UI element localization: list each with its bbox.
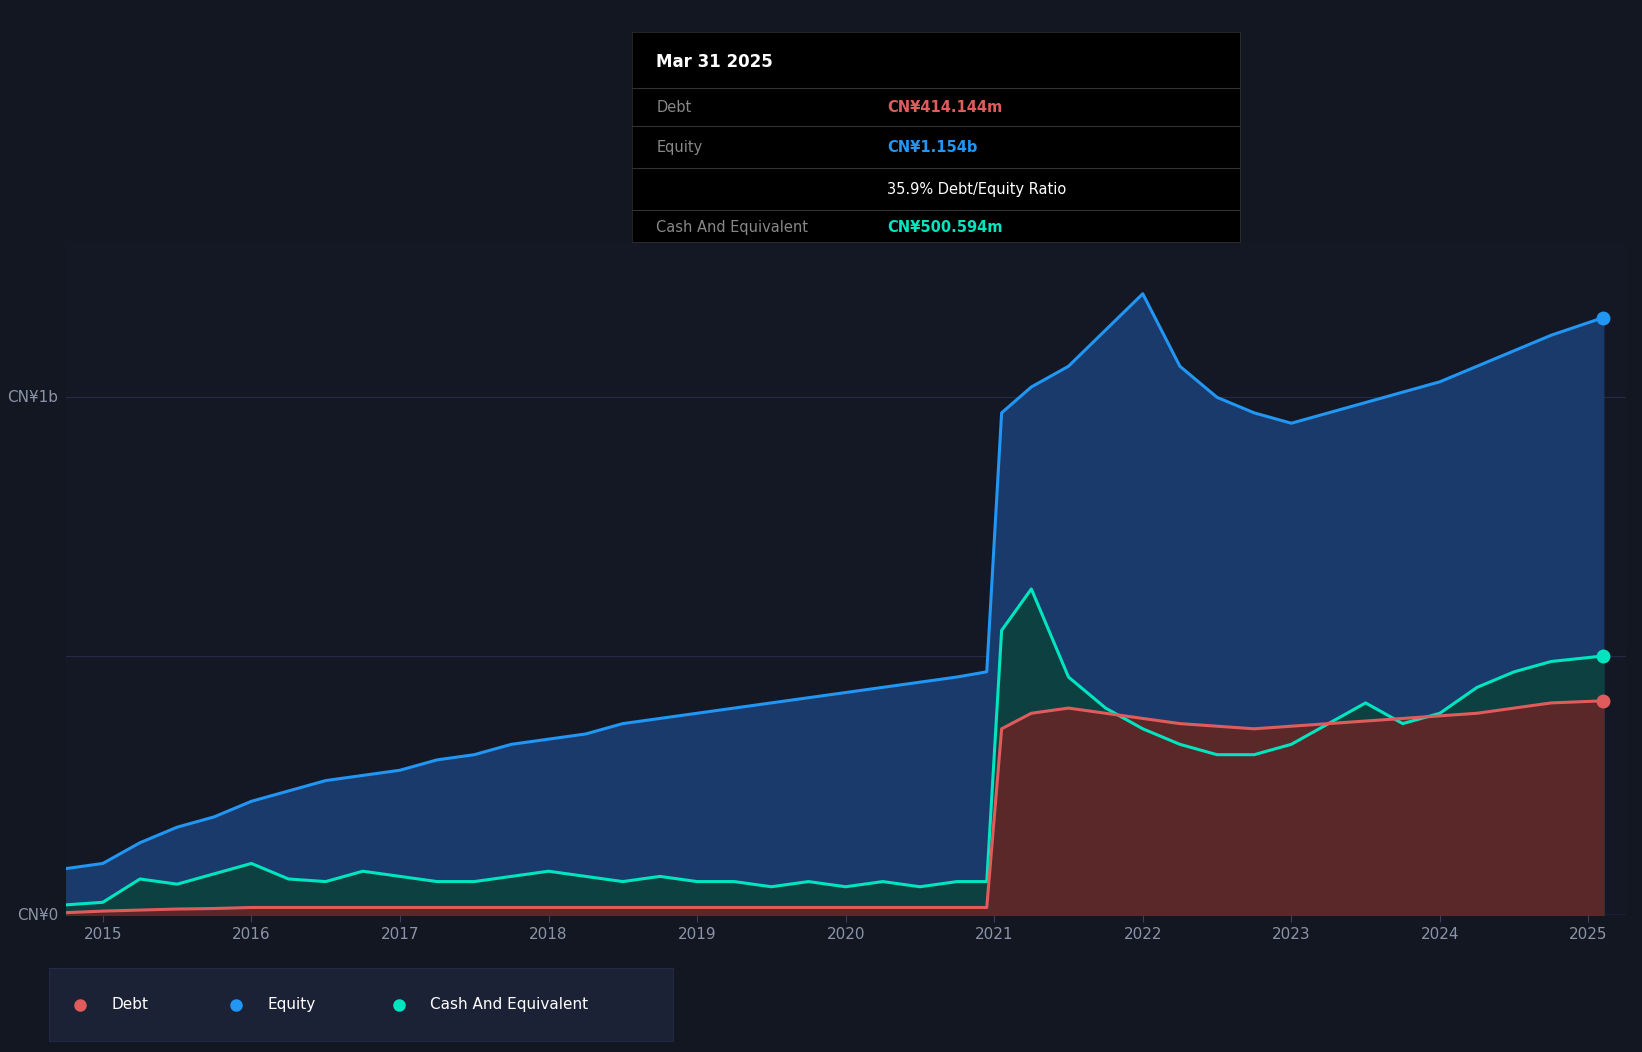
Text: CN¥1.154b: CN¥1.154b: [887, 140, 977, 155]
Text: CN¥414.144m: CN¥414.144m: [887, 100, 1003, 115]
Text: Cash And Equivalent: Cash And Equivalent: [657, 220, 808, 235]
Text: Debt: Debt: [657, 100, 691, 115]
Text: Equity: Equity: [268, 997, 315, 1012]
Text: CN¥1b: CN¥1b: [7, 390, 57, 405]
Text: Cash And Equivalent: Cash And Equivalent: [430, 997, 588, 1012]
Text: CN¥500.594m: CN¥500.594m: [887, 220, 1003, 235]
Text: Debt: Debt: [112, 997, 149, 1012]
Text: CN¥0: CN¥0: [16, 908, 57, 923]
Text: 35.9% Debt/Equity Ratio: 35.9% Debt/Equity Ratio: [887, 182, 1067, 197]
Text: Mar 31 2025: Mar 31 2025: [657, 53, 773, 70]
Text: Equity: Equity: [657, 140, 703, 155]
